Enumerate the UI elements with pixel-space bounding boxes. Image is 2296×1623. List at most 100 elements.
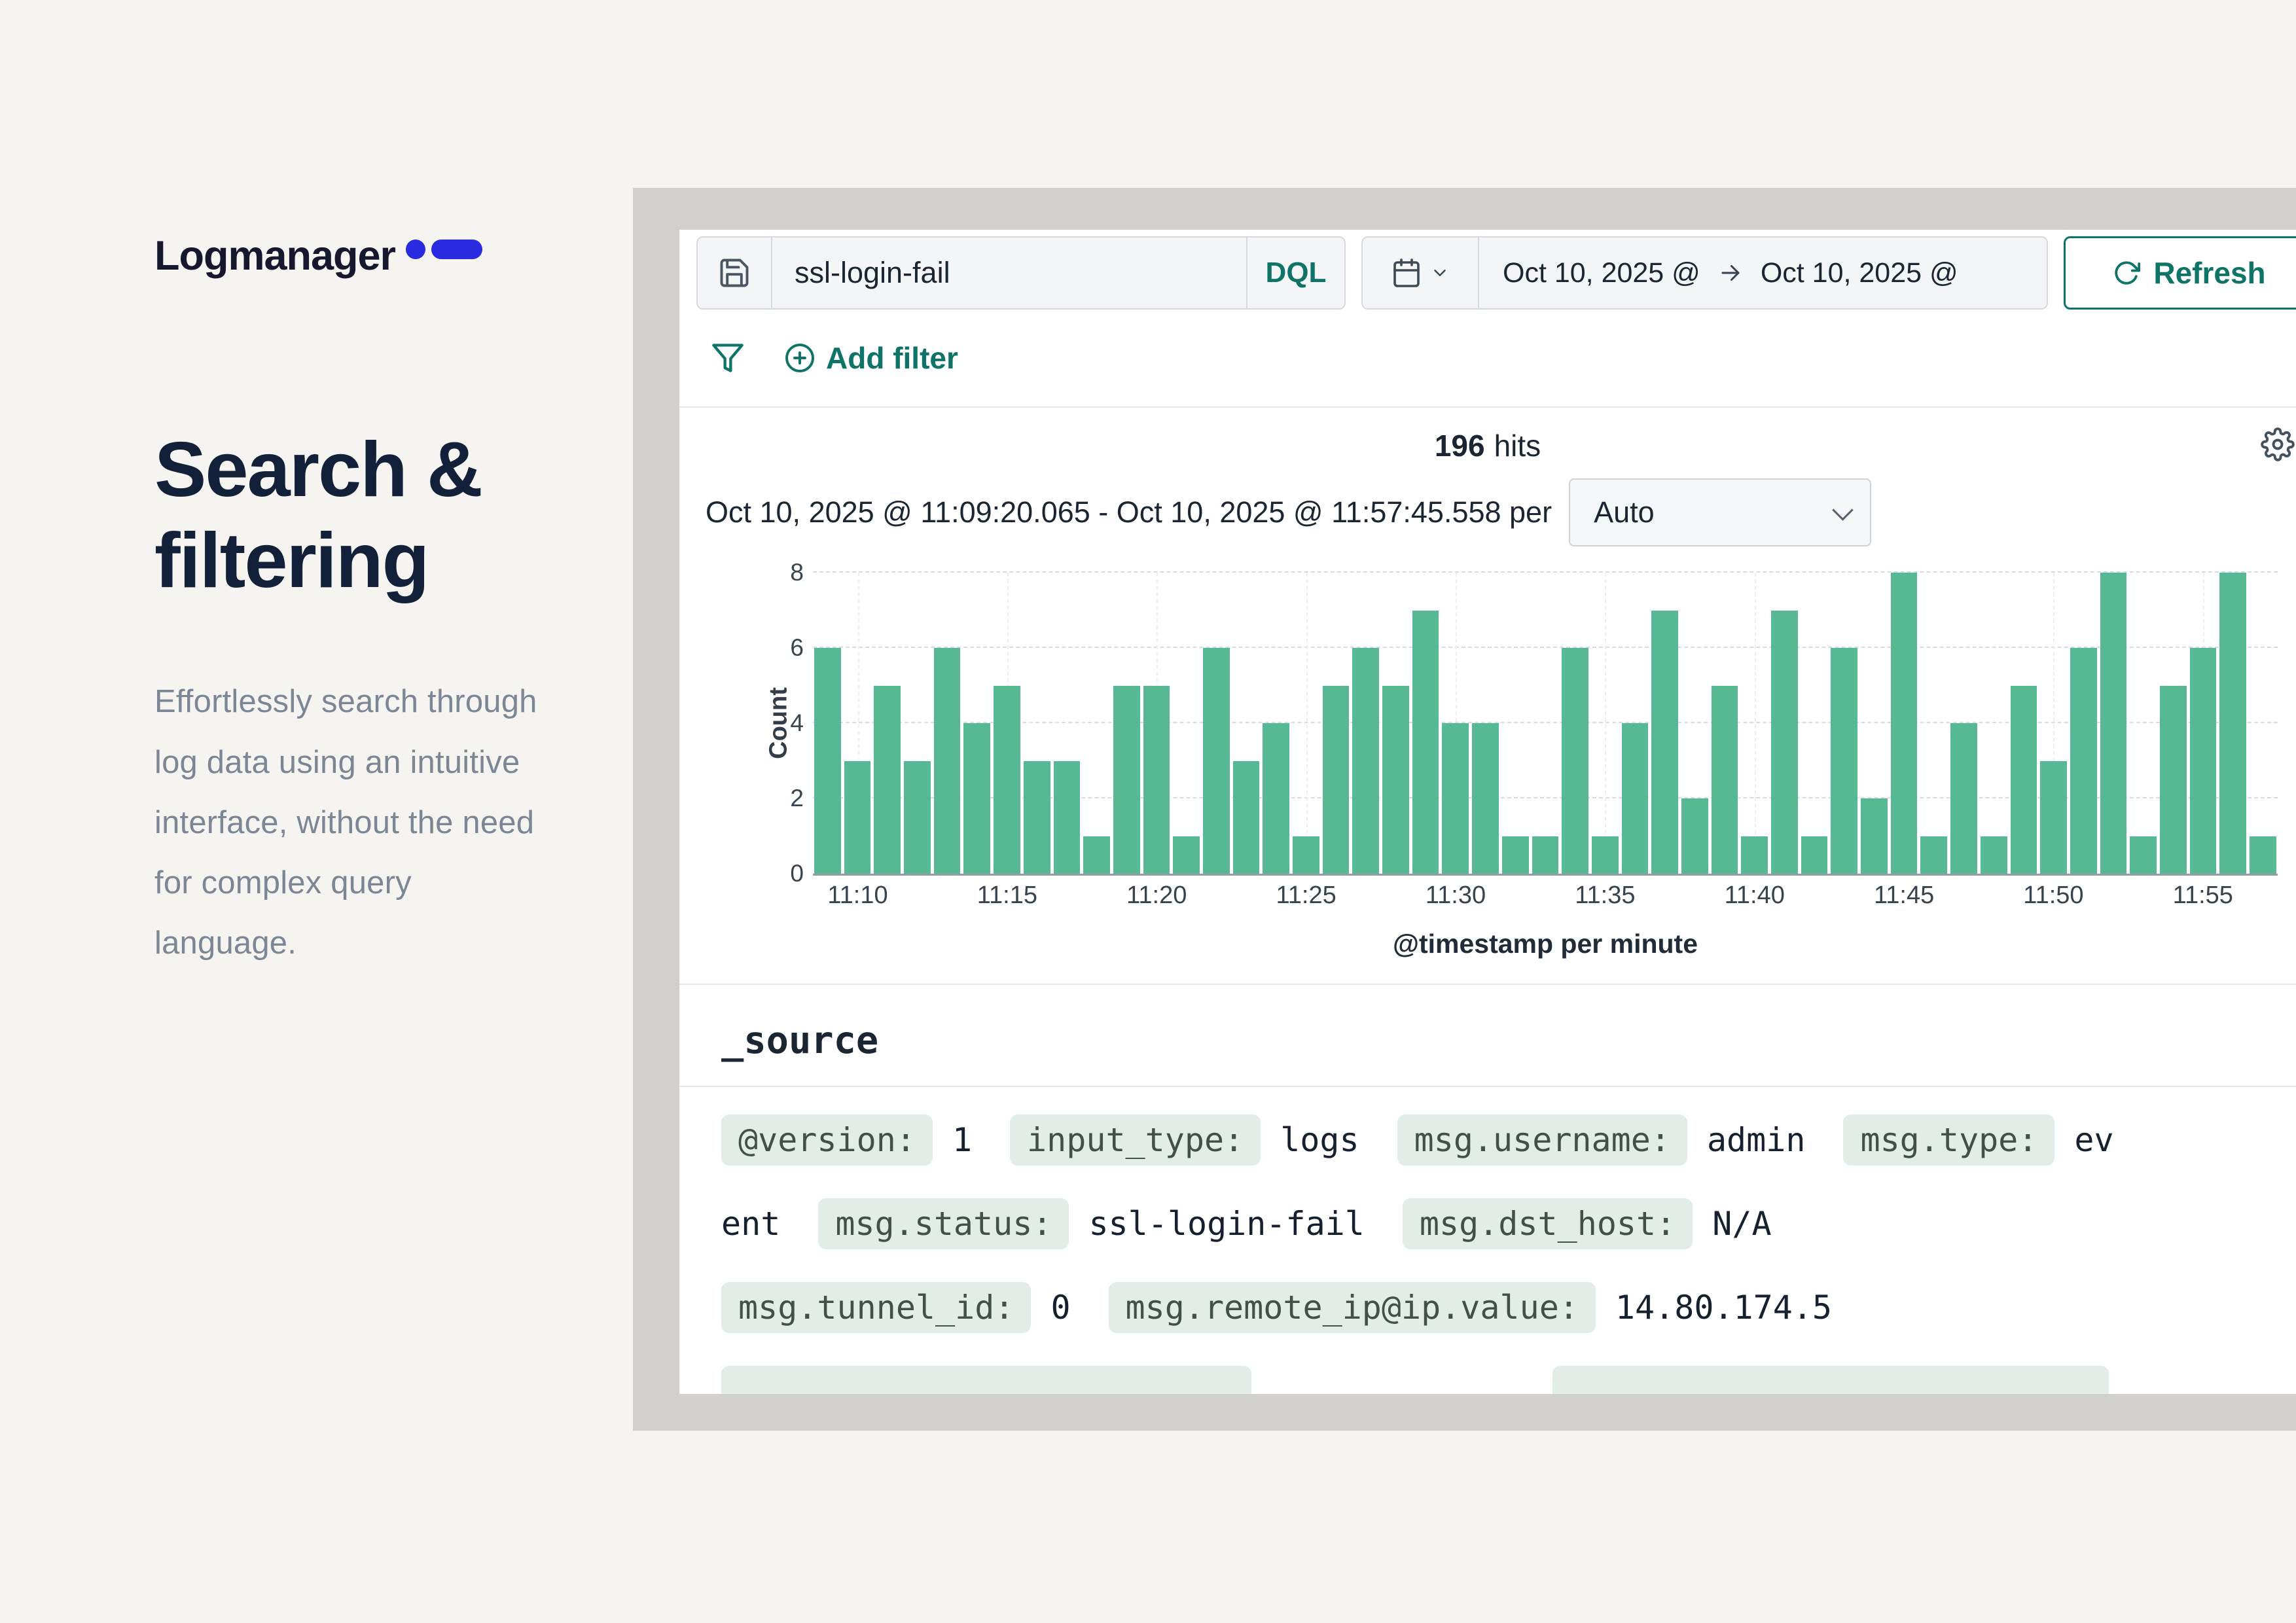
- histogram-bar[interactable]: [2250, 836, 2276, 874]
- histogram-bar[interactable]: [874, 685, 901, 874]
- histogram-bar[interactable]: [1053, 760, 1081, 874]
- field-value: ssl-login-fail: [1088, 1205, 1365, 1243]
- histogram-bar[interactable]: [1621, 723, 1649, 874]
- field-name-pill[interactable]: input_type:: [1010, 1115, 1261, 1166]
- histogram-bar[interactable]: [1711, 685, 1738, 874]
- histogram-bar[interactable]: [1143, 685, 1170, 874]
- x-tick-label: 11:25: [1276, 882, 1336, 909]
- x-tick-label: 11:50: [2023, 882, 2084, 909]
- histogram-bar[interactable]: [1591, 836, 1619, 874]
- histogram-bar[interactable]: [2100, 573, 2127, 874]
- field-name-pill[interactable]: msg.tunnel_id:: [721, 1282, 1031, 1333]
- field-value: 1: [952, 1121, 973, 1159]
- field-name-pill[interactable]: msg.status:: [818, 1198, 1069, 1249]
- histogram-bar[interactable]: [2040, 760, 2067, 874]
- histogram-bar[interactable]: [1920, 836, 1948, 874]
- histogram-bar[interactable]: [1293, 836, 1319, 874]
- histogram-bar[interactable]: [1263, 723, 1289, 874]
- x-tick-label: 11:35: [1575, 882, 1636, 909]
- histogram-bar[interactable]: [844, 760, 871, 874]
- x-tick-label: 11:10: [827, 882, 888, 909]
- histogram-bar[interactable]: [1532, 836, 1559, 874]
- histogram-bar[interactable]: [1412, 610, 1439, 874]
- field-name-pill[interactable]: msg.username:: [1397, 1115, 1687, 1166]
- y-tick-label: 0: [790, 860, 804, 887]
- field-name-pill[interactable]: msg.remote_ip@ip.value:: [1108, 1282, 1596, 1333]
- histogram-bar[interactable]: [1472, 723, 1499, 874]
- histogram-bar[interactable]: [1382, 685, 1409, 874]
- histogram-bar[interactable]: [1861, 798, 1888, 874]
- field-value: ent: [721, 1205, 781, 1243]
- histogram-bar[interactable]: [2189, 648, 2217, 874]
- histogram-bar[interactable]: [1442, 723, 1469, 874]
- histogram-bar[interactable]: [1501, 836, 1529, 874]
- gridline: [813, 722, 2278, 723]
- histogram-bar[interactable]: [1980, 836, 2007, 874]
- histogram-bar[interactable]: [1890, 573, 1918, 874]
- y-tick-label: 2: [790, 785, 804, 812]
- field-name-pill[interactable]: @version:: [721, 1115, 933, 1166]
- histogram-bar[interactable]: [1651, 610, 1678, 874]
- gridline: [813, 647, 2278, 648]
- histogram-bar[interactable]: [1232, 760, 1260, 874]
- log-document-row: @version: 1 input_type: logs msg.username: ad…: [721, 1115, 2280, 1166]
- histogram-bar[interactable]: [1113, 685, 1140, 874]
- histogram-bar[interactable]: [933, 648, 961, 874]
- filter-row: Add filter: [711, 340, 2296, 376]
- histogram-bar[interactable]: [963, 723, 991, 874]
- histogram-bar[interactable]: [1173, 836, 1200, 874]
- field-value: logs: [1280, 1121, 1359, 1159]
- histogram-bar[interactable]: [2219, 573, 2246, 874]
- y-tick-label: 8: [790, 559, 804, 586]
- histogram-bar[interactable]: [1801, 836, 1828, 874]
- field-name-pill[interactable]: [1552, 1366, 2109, 1394]
- field-name-pill[interactable]: [721, 1366, 1251, 1394]
- field-name-pill[interactable]: msg.type:: [1843, 1115, 2055, 1166]
- y-tick-label: 4: [790, 709, 804, 736]
- x-tick-label: 11:45: [1873, 882, 1935, 909]
- calendar-button[interactable]: [1363, 238, 1479, 308]
- x-tick-label: 11:55: [2172, 882, 2233, 909]
- chart-settings-button[interactable]: [2261, 427, 2295, 461]
- hits-row: 196 hits: [679, 426, 2296, 465]
- log-document-row: [721, 1366, 2280, 1394]
- histogram-bar[interactable]: [1562, 648, 1588, 874]
- histogram-bar[interactable]: [2159, 685, 2187, 874]
- histogram-bar[interactable]: [1202, 648, 1230, 874]
- filter-funnel-icon[interactable]: [711, 341, 745, 375]
- interval-select[interactable]: Auto: [1569, 478, 1872, 546]
- histogram-bar[interactable]: [1083, 836, 1110, 874]
- histogram-bar[interactable]: [1771, 610, 1798, 874]
- histogram-bar[interactable]: [1023, 760, 1050, 874]
- plus-circle-icon: [785, 344, 814, 372]
- dql-badge[interactable]: DQL: [1246, 238, 1344, 308]
- log-document-row: msg.tunnel_id: 0 msg.remote_ip@ip.value: 14…: [721, 1282, 2280, 1333]
- histogram-bar[interactable]: [1831, 648, 1858, 874]
- histogram-bar[interactable]: [994, 685, 1020, 874]
- x-tick-label: 11:20: [1126, 882, 1187, 909]
- histogram-bar[interactable]: [814, 648, 841, 874]
- gridline: [1306, 573, 1308, 874]
- search-query-text: ssl-login-fail: [795, 256, 950, 289]
- histogram-bar[interactable]: [904, 760, 931, 874]
- histogram-bar[interactable]: [1950, 723, 1977, 874]
- logo-dot-icon: [406, 240, 426, 259]
- histogram-bar[interactable]: [2070, 648, 2097, 874]
- histogram-bar[interactable]: [1352, 648, 1380, 874]
- histogram-bar[interactable]: [2130, 836, 2157, 874]
- histogram-bar[interactable]: [1322, 685, 1350, 874]
- x-tick-label: 11:40: [1724, 882, 1785, 909]
- date-range-picker[interactable]: Oct 10, 2025 @ Oct 10, 2025 @: [1479, 238, 2047, 308]
- histogram-bar[interactable]: [1741, 836, 1768, 874]
- save-search-button[interactable]: [698, 238, 772, 308]
- chevron-down-icon: [1832, 499, 1854, 521]
- histogram-bar[interactable]: [1681, 798, 1708, 874]
- add-filter-button[interactable]: Add filter: [784, 340, 958, 376]
- gridline: [1754, 573, 1756, 874]
- field-name-pill[interactable]: msg.dst_host:: [1402, 1198, 1693, 1249]
- divider: [679, 984, 2296, 985]
- search-input[interactable]: ssl-login-fail: [772, 238, 1246, 308]
- histogram-bar[interactable]: [2010, 685, 2037, 874]
- refresh-button[interactable]: Refresh: [2064, 236, 2296, 310]
